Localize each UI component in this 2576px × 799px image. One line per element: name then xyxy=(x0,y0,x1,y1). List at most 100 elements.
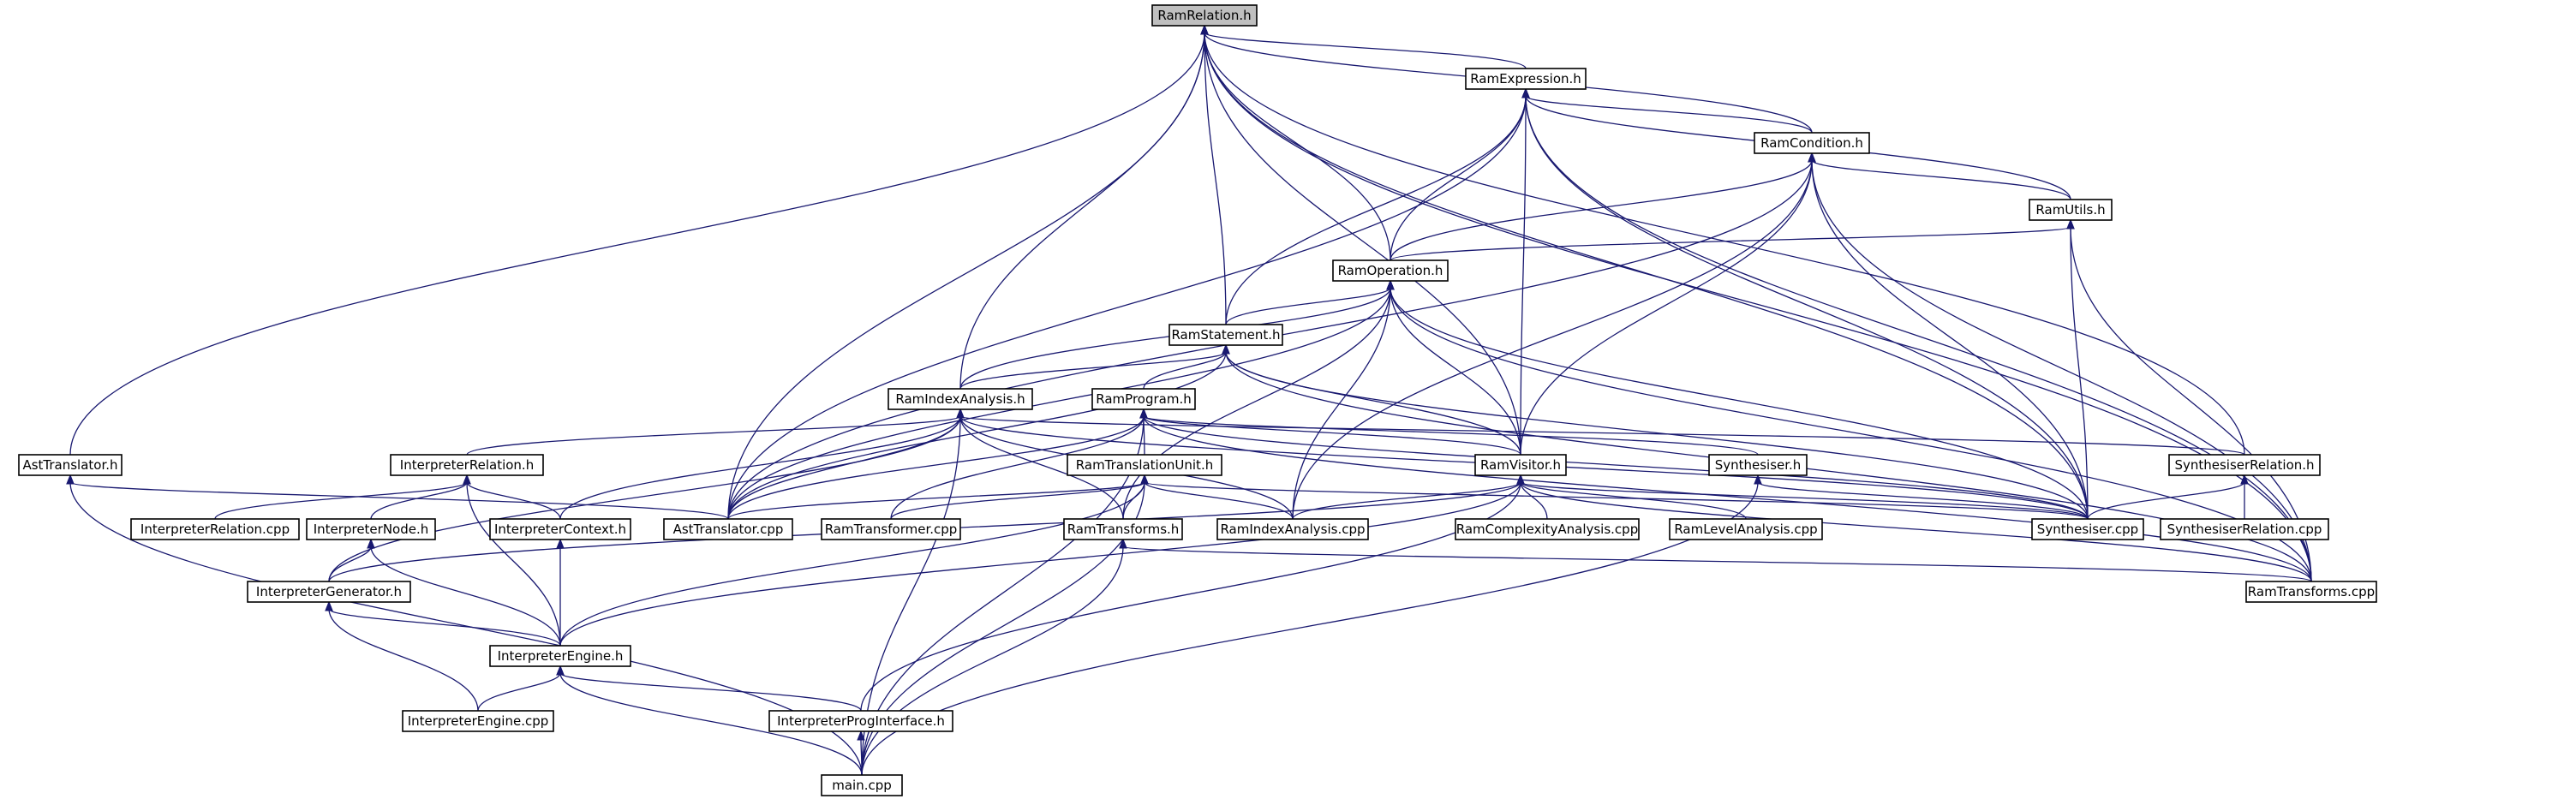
node-ramtransforms-h[interactable]: RamTransforms.h xyxy=(1063,518,1183,540)
edge-ramtranslationunit-h-to-ramtransformer-cpp xyxy=(890,481,1145,520)
node-ramprogram-h[interactable]: RamProgram.h xyxy=(1091,388,1196,410)
edge-ramstatement-h-to-ramindexanalysis-h xyxy=(959,351,1227,390)
node-ramutils-h[interactable]: RamUtils.h xyxy=(2029,199,2113,221)
edge-ramcondition-h-to-ramoperation-h xyxy=(1390,159,1813,261)
edge-ramtranslationunit-h-to-asttranslator-cpp xyxy=(727,481,1145,520)
node-ramindexanalysis-h[interactable]: RamIndexAnalysis.h xyxy=(888,388,1033,410)
node-ramindexanalysis-cpp[interactable]: RamIndexAnalysis.cpp xyxy=(1216,518,1369,540)
node-interpreterrelation-cpp[interactable]: InterpreterRelation.cpp xyxy=(130,518,300,540)
node-synthesiser-h[interactable]: Synthesiser.h xyxy=(1708,454,1808,476)
edge-interpretergenerator-h-to-interpreterengine-h xyxy=(328,608,561,647)
node-box xyxy=(1474,454,1567,476)
node-label: RamIndexAnalysis.h xyxy=(895,391,1025,407)
node-interpretergenerator-h[interactable]: InterpreterGenerator.h xyxy=(247,581,411,603)
node-box xyxy=(130,518,300,540)
node-ramoperation-h[interactable]: RamOperation.h xyxy=(1332,259,1449,282)
edge-ramoperation-h-to-asttranslator-cpp xyxy=(727,287,1391,520)
node-main-cpp[interactable]: main.cpp xyxy=(821,774,903,796)
node-box xyxy=(390,454,544,476)
arrowhead-interpreternode-h-from-interpreterengine-h xyxy=(367,538,375,549)
edge-ramindexanalysis-h-to-ramtransforms-h xyxy=(959,415,1124,520)
arrowhead-ramcondition-h-from-ramtransforms-cpp xyxy=(1808,152,1816,163)
node-box xyxy=(18,454,123,476)
node-ramlevelanalysis-cpp[interactable]: RamLevelAnalysis.cpp xyxy=(1669,518,1823,540)
edge-ramtranslationunit-h-to-interpreterengine-h xyxy=(559,481,1145,647)
node-box xyxy=(1067,454,1222,476)
edge-ramexpression-h-to-ramoperation-h xyxy=(1390,95,1527,261)
node-asttranslator-cpp[interactable]: AstTranslator.cpp xyxy=(663,518,793,540)
node-ramrelation-h[interactable]: RamRelation.h xyxy=(1151,4,1258,27)
edge-ramstatement-h-to-ramprogram-h xyxy=(1143,351,1227,390)
node-box xyxy=(2160,518,2329,540)
edge-ramindexanalysis-h-to-synthesiserrelation-h xyxy=(959,415,2245,456)
edge-ramexpression-h-to-ramtransforms-cpp xyxy=(1525,95,2312,582)
edge-ramstatement-h-to-asttranslator-cpp xyxy=(727,351,1227,520)
node-synthesiser-cpp[interactable]: Synthesiser.cpp xyxy=(2031,518,2144,540)
edge-ramindexanalysis-h-to-asttranslator-cpp xyxy=(727,415,961,520)
node-box xyxy=(1151,4,1258,27)
node-asttranslator-h[interactable]: AstTranslator.h xyxy=(18,454,123,476)
edge-ramprogram-h-to-ramtransforms-cpp xyxy=(1143,415,2312,582)
node-label: RamProgram.h xyxy=(1096,391,1191,407)
edge-ramoperation-h-to-ramindexanalysis-cpp xyxy=(1292,287,1391,520)
node-box xyxy=(1465,68,1587,90)
edge-interpreterrelation-h-to-interpreterrelation-cpp xyxy=(214,481,468,520)
arrowhead-synthesiserrelation-h-from-synthesiserrelation-cpp xyxy=(2240,474,2249,485)
node-label: RamTransforms.cpp xyxy=(2248,584,2375,599)
node-ramexpression-h[interactable]: RamExpression.h xyxy=(1465,68,1587,90)
edge-ramrelation-h-to-ramexpression-h xyxy=(1204,32,1527,69)
node-box xyxy=(768,710,953,732)
node-label: RamUtils.h xyxy=(2035,202,2105,218)
node-ramcondition-h[interactable]: RamCondition.h xyxy=(1754,132,1870,154)
node-box xyxy=(821,774,903,796)
arrowhead-ramindexanalysis-h-from-main-cpp xyxy=(956,408,965,419)
node-ramtransforms-cpp[interactable]: RamTransforms.cpp xyxy=(2245,581,2377,603)
arrowhead-ramtransforms-h-from-main-cpp xyxy=(1119,538,1127,549)
node-box xyxy=(1708,454,1808,476)
edge-ramoperation-h-to-ramtransforms-h xyxy=(1122,287,1391,520)
edge-ramvisitor-h-to-ramcomplexityanalysis-cpp xyxy=(1520,481,1548,520)
node-box xyxy=(2029,199,2113,221)
node-interpreterrelation-h[interactable]: InterpreterRelation.h xyxy=(390,454,544,476)
node-interpreternode-h[interactable]: InterpreterNode.h xyxy=(306,518,436,540)
node-box xyxy=(2031,518,2144,540)
arrowhead-interpreterproginterface-h-from-main-cpp xyxy=(857,730,865,741)
node-label: RamLevelAnalysis.cpp xyxy=(1674,522,1817,537)
node-label: InterpreterNode.h xyxy=(314,522,429,537)
edge-ramutils-h-to-synthesiser-cpp xyxy=(2070,226,2089,520)
node-ramcomplexityanalysis-cpp[interactable]: RamComplexityAnalysis.cpp xyxy=(1455,518,1640,540)
node-synthesiserrelation-cpp[interactable]: SynthesiserRelation.cpp xyxy=(2160,518,2329,540)
node-interpreterengine-h[interactable]: InterpreterEngine.h xyxy=(489,645,631,667)
node-box xyxy=(1669,518,1823,540)
edge-interpreternode-h-to-interpreterengine-h xyxy=(370,546,561,647)
node-box xyxy=(247,581,411,603)
node-ramtransformer-cpp[interactable]: RamTransformer.cpp xyxy=(821,518,961,540)
edge-ramexpression-h-to-asttranslator-cpp xyxy=(727,95,1527,520)
node-ramvisitor-h[interactable]: RamVisitor.h xyxy=(1474,454,1567,476)
edge-ramindexanalysis-h-to-interpretergenerator-h xyxy=(328,415,961,582)
node-label: InterpreterRelation.cpp xyxy=(140,522,290,537)
node-ramtranslationunit-h[interactable]: RamTranslationUnit.h xyxy=(1067,454,1222,476)
edge-ramprogram-h-to-ramtransformer-cpp xyxy=(890,415,1145,520)
node-label: SynthesiserRelation.cpp xyxy=(2167,522,2322,537)
node-ramstatement-h[interactable]: RamStatement.h xyxy=(1168,324,1283,346)
node-interpreterproginterface-h[interactable]: InterpreterProgInterface.h xyxy=(768,710,953,732)
node-interpreterengine-cpp[interactable]: InterpreterEngine.cpp xyxy=(402,710,554,732)
node-label: RamIndexAnalysis.cpp xyxy=(1220,522,1365,537)
arrowhead-interpretergenerator-h-from-interpreterengine-cpp xyxy=(325,600,333,611)
edge-ramoperation-h-to-synthesiser-cpp xyxy=(1390,287,2089,520)
edge-ramcondition-h-to-ramvisitor-h xyxy=(1520,159,1813,456)
edge-ramtransforms-h-to-main-cpp xyxy=(861,546,1124,776)
edge-interpreterengine-h-to-interpreterengine-cpp xyxy=(477,672,561,712)
edge-interpreternode-h-to-interpretergenerator-h xyxy=(328,546,372,582)
edge-interpreterrelation-h-to-interpreternode-h xyxy=(370,481,468,520)
edge-interpretergenerator-h-to-interpreterengine-cpp xyxy=(328,608,479,712)
node-label: main.cpp xyxy=(832,778,892,793)
node-label: RamTransforms.h xyxy=(1067,522,1180,537)
edge-ramrelation-h-to-asttranslator-cpp xyxy=(727,32,1205,520)
node-interpretercontext-h[interactable]: InterpreterContext.h xyxy=(489,518,631,540)
arrowhead-interpreterrelation-h-from-interpreterengine-h xyxy=(463,474,471,485)
node-label: InterpreterEngine.h xyxy=(498,648,624,664)
node-synthesiserrelation-h[interactable]: SynthesiserRelation.h xyxy=(2168,454,2321,476)
